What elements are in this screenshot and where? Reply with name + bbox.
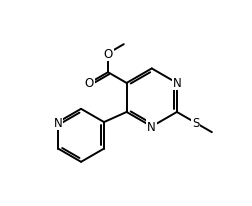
Text: N: N — [172, 77, 180, 90]
Text: S: S — [191, 117, 198, 130]
Text: N: N — [53, 116, 62, 129]
Text: O: O — [84, 77, 94, 90]
Text: O: O — [103, 48, 112, 61]
Text: N: N — [147, 120, 155, 133]
